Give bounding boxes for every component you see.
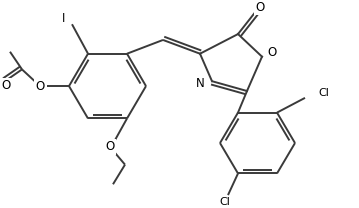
- Text: O: O: [36, 80, 45, 93]
- Text: N: N: [196, 77, 204, 90]
- Text: Cl: Cl: [318, 88, 329, 98]
- Text: O: O: [106, 140, 115, 154]
- Text: O: O: [255, 1, 265, 14]
- Text: I: I: [62, 12, 66, 25]
- Text: O: O: [1, 79, 10, 92]
- Text: Cl: Cl: [220, 197, 230, 207]
- Text: O: O: [267, 46, 277, 59]
